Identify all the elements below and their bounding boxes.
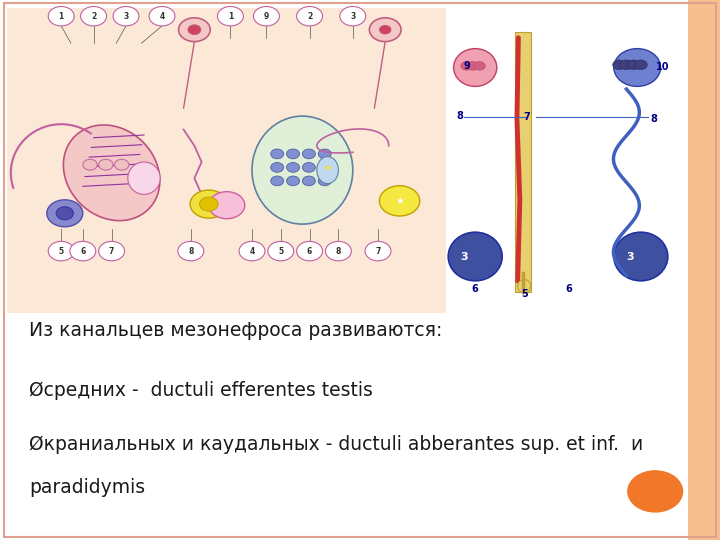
Circle shape <box>179 18 210 42</box>
Text: 5: 5 <box>58 247 64 255</box>
Bar <box>688 0 720 540</box>
Text: 7: 7 <box>375 247 381 255</box>
Text: Øсредних -  ductuli efferentes testis: Øсредних - ductuli efferentes testis <box>29 381 373 400</box>
Text: 10: 10 <box>656 63 669 72</box>
Ellipse shape <box>271 163 284 172</box>
Text: 1: 1 <box>228 12 233 21</box>
Circle shape <box>149 6 175 26</box>
Circle shape <box>253 6 279 26</box>
Circle shape <box>634 60 647 70</box>
Text: 9: 9 <box>264 12 269 21</box>
Circle shape <box>190 190 228 218</box>
Text: 2: 2 <box>307 12 312 21</box>
Ellipse shape <box>613 232 668 281</box>
Ellipse shape <box>317 157 338 184</box>
Text: 8: 8 <box>650 114 657 124</box>
Ellipse shape <box>63 125 160 221</box>
Text: 8: 8 <box>336 247 341 255</box>
Circle shape <box>81 6 107 26</box>
Circle shape <box>627 60 640 70</box>
Circle shape <box>47 200 83 227</box>
Text: Из канальцев мезонефроса развиваются:: Из канальцев мезонефроса развиваются: <box>29 321 442 340</box>
Text: 1: 1 <box>58 12 64 21</box>
Text: 3: 3 <box>123 12 129 21</box>
Circle shape <box>48 6 74 26</box>
Circle shape <box>99 159 113 170</box>
Ellipse shape <box>302 149 315 159</box>
Circle shape <box>70 241 96 261</box>
Circle shape <box>379 186 420 216</box>
Circle shape <box>340 6 366 26</box>
Circle shape <box>369 18 401 42</box>
Circle shape <box>379 25 391 34</box>
Circle shape <box>620 60 633 70</box>
Circle shape <box>268 241 294 261</box>
Circle shape <box>178 241 204 261</box>
Circle shape <box>188 25 201 35</box>
Text: 9: 9 <box>463 62 470 71</box>
Bar <box>515 32 531 292</box>
Ellipse shape <box>454 49 497 86</box>
Ellipse shape <box>448 232 503 281</box>
Circle shape <box>613 60 626 70</box>
Text: 4: 4 <box>159 12 165 21</box>
Circle shape <box>239 241 265 261</box>
Ellipse shape <box>128 162 160 194</box>
Text: 8: 8 <box>188 247 194 255</box>
Text: 5: 5 <box>278 247 284 255</box>
Text: Øкраниальных и каудальных - ductuli abberantes sup. et inf.  и: Øкраниальных и каудальных - ductuli abbe… <box>29 435 643 454</box>
Ellipse shape <box>318 149 331 159</box>
Text: 6: 6 <box>80 247 86 255</box>
Ellipse shape <box>271 149 284 159</box>
Text: ★: ★ <box>395 196 404 206</box>
Text: 5: 5 <box>521 289 528 299</box>
Circle shape <box>461 62 472 70</box>
Text: 6: 6 <box>472 284 479 294</box>
Text: 3: 3 <box>461 252 468 261</box>
Circle shape <box>217 6 243 26</box>
Ellipse shape <box>318 176 331 186</box>
Ellipse shape <box>287 163 300 172</box>
Circle shape <box>56 207 73 220</box>
Text: 8: 8 <box>456 111 463 121</box>
Ellipse shape <box>518 280 531 293</box>
Circle shape <box>48 241 74 261</box>
Circle shape <box>325 241 351 261</box>
Ellipse shape <box>318 163 331 172</box>
Circle shape <box>467 62 479 70</box>
Ellipse shape <box>287 149 300 159</box>
Circle shape <box>113 6 139 26</box>
Circle shape <box>209 192 245 219</box>
Text: ✦: ✦ <box>323 164 333 173</box>
Circle shape <box>99 241 125 261</box>
Circle shape <box>199 197 218 211</box>
Ellipse shape <box>271 176 284 186</box>
Circle shape <box>474 62 485 70</box>
Circle shape <box>365 241 391 261</box>
Text: paradidymis: paradidymis <box>29 478 145 497</box>
Circle shape <box>297 241 323 261</box>
Circle shape <box>83 159 97 170</box>
Ellipse shape <box>287 176 300 186</box>
Circle shape <box>114 159 129 170</box>
Text: 2: 2 <box>91 12 96 21</box>
Text: 4: 4 <box>249 247 255 255</box>
Ellipse shape <box>302 176 315 186</box>
Ellipse shape <box>614 49 661 86</box>
Text: 6: 6 <box>565 284 572 294</box>
Text: 3: 3 <box>626 252 634 261</box>
Text: 6: 6 <box>307 247 312 255</box>
Ellipse shape <box>302 163 315 172</box>
Text: 7: 7 <box>109 247 114 255</box>
Text: 3: 3 <box>350 12 356 21</box>
Circle shape <box>628 471 683 512</box>
Ellipse shape <box>252 116 353 224</box>
Circle shape <box>297 6 323 26</box>
Bar <box>7 8 446 313</box>
Text: 7: 7 <box>523 112 531 122</box>
